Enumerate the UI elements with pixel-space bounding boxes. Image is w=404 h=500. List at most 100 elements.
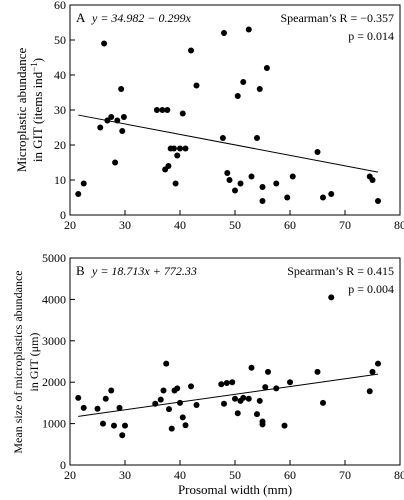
- panel-b-data-point: [174, 385, 181, 392]
- panel-a-y-tick-label: 0: [60, 208, 66, 222]
- panel-a-data-point: [289, 173, 296, 180]
- panel-b-fit-line: [78, 373, 379, 417]
- panel-a-data-point: [153, 107, 160, 113]
- panel-a-p-value: p = 0.014: [348, 29, 394, 43]
- panel-b-data-point: [152, 400, 159, 407]
- panel-b-data-point: [232, 395, 238, 402]
- panel-b-data-point: [366, 388, 373, 395]
- panel-b-data-point: [273, 385, 280, 392]
- panel-b-data-point: [234, 410, 241, 417]
- panel-b-data-point: [108, 387, 115, 394]
- panel-a-data-point: [104, 117, 111, 124]
- panel-a-data-point: [165, 163, 172, 169]
- panel-a-data-point: [172, 180, 179, 187]
- panel-a-data-point: [254, 135, 260, 141]
- panel-a-x-tick-label: 80: [394, 218, 404, 232]
- panel-b-ticks: 20 30 40 50 60 70 80 0 1000 2000 3000 4000 5000: [42, 251, 404, 482]
- panel-b-x-axis-label: Prosomal width (mm): [178, 482, 292, 497]
- panel-a-data-point: [224, 170, 231, 176]
- panel-a-data-point: [263, 65, 270, 71]
- panel-b-data-point: [80, 404, 87, 411]
- panel-b-data-point: [168, 425, 175, 432]
- panel-b-data-point: [102, 395, 109, 402]
- panel-a-y-axis-label-superscript: −1: [29, 62, 39, 72]
- panel-a-data-point: [179, 110, 186, 117]
- panel-b-y-tick-label: 5000: [42, 251, 66, 265]
- panel-a-y-tick-label: 60: [54, 0, 66, 12]
- panel-a-data-point: [188, 47, 194, 54]
- panel-b-y-axis-label-line-2: in GIT (μm): [27, 333, 41, 392]
- panel-b-x-tick-label: 50: [229, 468, 241, 482]
- panel-a-data-point: [240, 79, 247, 85]
- panel-b-data-point: [163, 360, 170, 367]
- panel-b-x-tick-label: 70: [339, 468, 351, 482]
- panel-a-x-tick-label: 40: [174, 218, 186, 232]
- panel-a-data-point: [219, 135, 226, 141]
- panel-b-data-point: [229, 379, 236, 386]
- panel-a-data-point: [375, 198, 381, 204]
- panel-a-data-point: [112, 159, 119, 166]
- panel-a-x-tick-label: 30: [119, 218, 131, 232]
- panel-b-data-point: [256, 397, 263, 404]
- panel-a-ticks: 20 30 40 50 60 70 80 0 10 20 30 40 50 60: [54, 0, 404, 232]
- panel-a-data-point: [237, 180, 244, 187]
- panel-a-regression-line: [78, 114, 379, 173]
- panel-a-data-point: [320, 194, 326, 201]
- panel-b-data-point: [116, 404, 123, 411]
- panel-b-x-tick-label: 60: [284, 468, 296, 482]
- panel-b-data-point: [314, 368, 321, 375]
- panel-a-x-tick-label: 50: [229, 218, 241, 232]
- panel-a-data-point: [174, 152, 181, 159]
- panel-a-y-axis-label-end: ): [30, 58, 45, 62]
- panel-b-x-tick-label: 80: [394, 468, 404, 482]
- panel-b-y-tick-label: 2000: [42, 375, 66, 389]
- panel-a-data-point: [177, 145, 183, 152]
- panel-a-data-point: [314, 149, 321, 155]
- panel-b-y-tick-label: 0: [60, 458, 66, 472]
- panel-a-data-point: [259, 184, 266, 190]
- panel-a-data-point: [234, 93, 241, 99]
- panel-b-spearman: Spearman’s R = 0.415: [287, 264, 394, 278]
- panel-a-data-point: [119, 128, 126, 134]
- panel-a-data-point: [248, 173, 255, 180]
- panel-a-x-tick-label: 70: [339, 218, 351, 232]
- panel-a-y-tick-label: 10: [54, 173, 66, 187]
- panel-b-data-point: [245, 395, 252, 402]
- panel-a-data-point: [120, 114, 127, 120]
- panel-b-data-point: [265, 368, 271, 375]
- panel-a-data-point: [80, 180, 87, 187]
- panel-a-data-point: [164, 107, 171, 113]
- panel-a-data-point: [101, 40, 108, 47]
- panel-b-x-tick-label: 30: [119, 468, 131, 482]
- panel-b-x-tick-label: 40: [174, 468, 186, 482]
- panel-b-x-tick-label: 20: [64, 468, 76, 482]
- panel-b-data-point: [259, 421, 266, 428]
- panel-b-data-point: [166, 406, 172, 413]
- panel-a-data-point: [232, 187, 238, 194]
- panel-b-data-point: [193, 401, 200, 408]
- panel-a-x-tick-label: 20: [64, 218, 76, 232]
- panel-b-data-point: [262, 384, 269, 391]
- panel-b-data-point: [218, 381, 225, 388]
- panel-a-data-point: [193, 82, 200, 89]
- panel-b-data-point: [188, 383, 194, 390]
- panel-b-data-point: [177, 399, 183, 406]
- panel-a-data-point: [284, 194, 291, 201]
- panel-b-data-point: [223, 380, 230, 387]
- panel-b-p-value: p = 0.004: [348, 282, 394, 296]
- panel-a-y-axis-label-line-2: in GIT (items ind−1): [29, 58, 45, 162]
- panel-b-data-point: [320, 399, 326, 406]
- panel-a-data-point: [226, 177, 233, 183]
- panel-a-x-tick-label: 60: [284, 218, 296, 232]
- panel-a-label: A: [76, 10, 86, 25]
- panel-b-label: B: [76, 263, 85, 278]
- panel-b-data-point: [369, 368, 376, 375]
- panel-b-data-point: [254, 411, 260, 418]
- panel-a-data-point: [108, 114, 115, 120]
- panel-b-data-point: [248, 364, 255, 371]
- panel-a-y-axis-label-line-1: Microplastic abundance: [14, 48, 29, 173]
- panel-a-data-point: [114, 117, 121, 124]
- panel-b-data-point: [179, 414, 186, 421]
- panel-b-data-point: [100, 420, 106, 427]
